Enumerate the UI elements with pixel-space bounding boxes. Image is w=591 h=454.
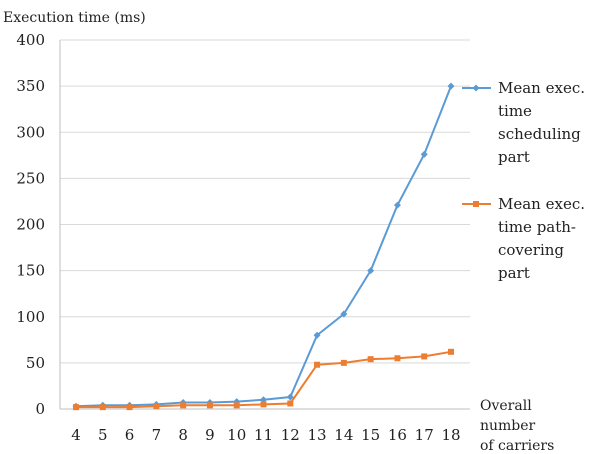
data-point-square [126,404,133,411]
x-tick-label: 11 [254,426,273,444]
legend-label-line: covering [498,241,564,259]
y-tick-label: 150 [16,262,45,280]
series-markers [72,82,455,411]
legend: Mean exec. time scheduling part Mean exec. ti… [462,79,585,282]
x-axis-title-line: number [480,418,536,434]
data-point-square [340,359,347,366]
legend-label-line: part [498,264,530,282]
data-point-square [260,401,267,408]
data-point-square [99,404,106,411]
y-axis-title: Execution time (ms) [3,10,146,26]
y-tick-label: 100 [16,308,45,326]
data-point-square [287,400,294,407]
x-tick-label: 18 [441,426,460,444]
y-gridlines [59,39,470,410]
x-tick-label: 4 [71,426,81,444]
data-point-square [314,361,321,368]
legend-label-line: time path- [498,218,576,236]
y-tick-label: 200 [16,216,45,234]
x-axis-title-line: of carriers [480,438,554,454]
data-point-square [73,404,79,411]
legend-marker-square [473,201,479,207]
x-tick-label: 15 [361,426,380,444]
x-tick-label: 17 [415,426,434,444]
data-point-square [394,355,401,362]
y-tick-label: 350 [16,77,45,95]
legend-label-line: scheduling [498,125,581,143]
legend-entry-2: Mean exec. time path-covering part [462,195,585,282]
data-point-diamond [340,310,348,318]
data-point-square [206,402,213,409]
x-tick-label: 6 [125,426,135,444]
y-tick-label: 300 [16,123,45,141]
x-tick-label: 13 [308,426,327,444]
x-tick-label: 16 [388,426,407,444]
y-tick-label: 50 [26,354,45,372]
data-point-square [367,356,374,363]
x-tick-label: 12 [281,426,300,444]
legend-entry-1: Mean exec. time scheduling part [462,79,585,166]
x-tick-label: 14 [334,426,353,444]
legend-label-line: Mean exec. [498,195,585,213]
data-point-diamond [367,267,375,275]
y-tick-label: 250 [16,169,45,187]
y-tick-label: 400 [16,31,45,49]
x-tick-label: 10 [227,426,246,444]
legend-marker-diamond [472,84,480,92]
x-tick-label: 9 [205,426,215,444]
y-tick-labels: 0 50 100 150 200 250 300 350 400 [16,31,45,418]
data-point-square [180,402,187,409]
x-tick-label: 8 [178,426,188,444]
x-axis-title: Overall number of carriers [480,398,554,454]
legend-label-line: Mean exec. [498,79,585,97]
data-point-square [153,403,160,410]
data-point-diamond [420,150,428,158]
legend-label-line: time [498,102,532,120]
data-point-diamond [286,393,294,401]
data-point-square [233,402,240,409]
legend-label-line: part [498,148,530,166]
x-tick-labels: 4 5 6 7 8 9 10 11 12 13 14 15 16 17 18 [71,426,460,444]
y-tick-label: 0 [35,400,45,418]
data-point-square [448,348,454,355]
data-point-diamond [313,331,321,339]
data-point-square [421,353,428,360]
x-tick-label: 5 [98,426,108,444]
x-axis-title-line: Overall [480,398,532,414]
data-point-diamond [393,201,401,209]
x-tick-label: 7 [152,426,162,444]
data-point-diamond [447,82,455,90]
